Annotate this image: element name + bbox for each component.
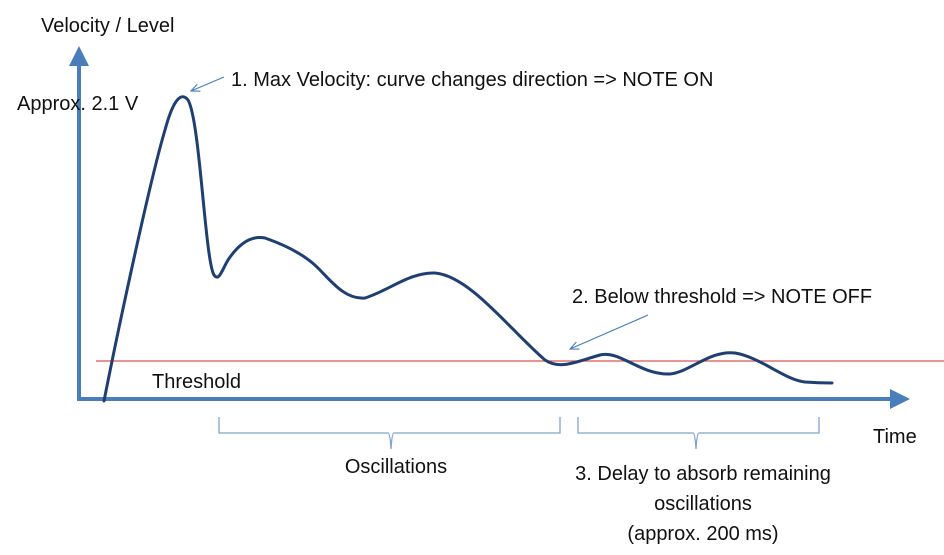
peak-value-label: Approx. 2.1 V [17, 93, 139, 115]
signal-curve [102, 95, 834, 403]
note-on-arrow [191, 76, 225, 91]
delay-brace [577, 417, 820, 450]
delay-annotation-line1: 3. Delay to absorb remaining [575, 463, 831, 485]
threshold-label: Threshold [152, 371, 241, 393]
oscillations-label: Oscillations [345, 456, 447, 478]
note-on-annotation: 1. Max Velocity: curve changes direction… [231, 69, 713, 91]
delay-annotation-line2: oscillations [654, 493, 752, 515]
delay-annotation-line3: (approx. 200 ms) [627, 523, 778, 545]
y-axis-label: Velocity / Level [41, 15, 174, 37]
note-off-arrow [570, 314, 649, 349]
oscillations-brace [218, 417, 561, 450]
x-axis-label: Time [873, 426, 917, 448]
note-off-annotation: 2. Below threshold => NOTE OFF [572, 286, 872, 308]
